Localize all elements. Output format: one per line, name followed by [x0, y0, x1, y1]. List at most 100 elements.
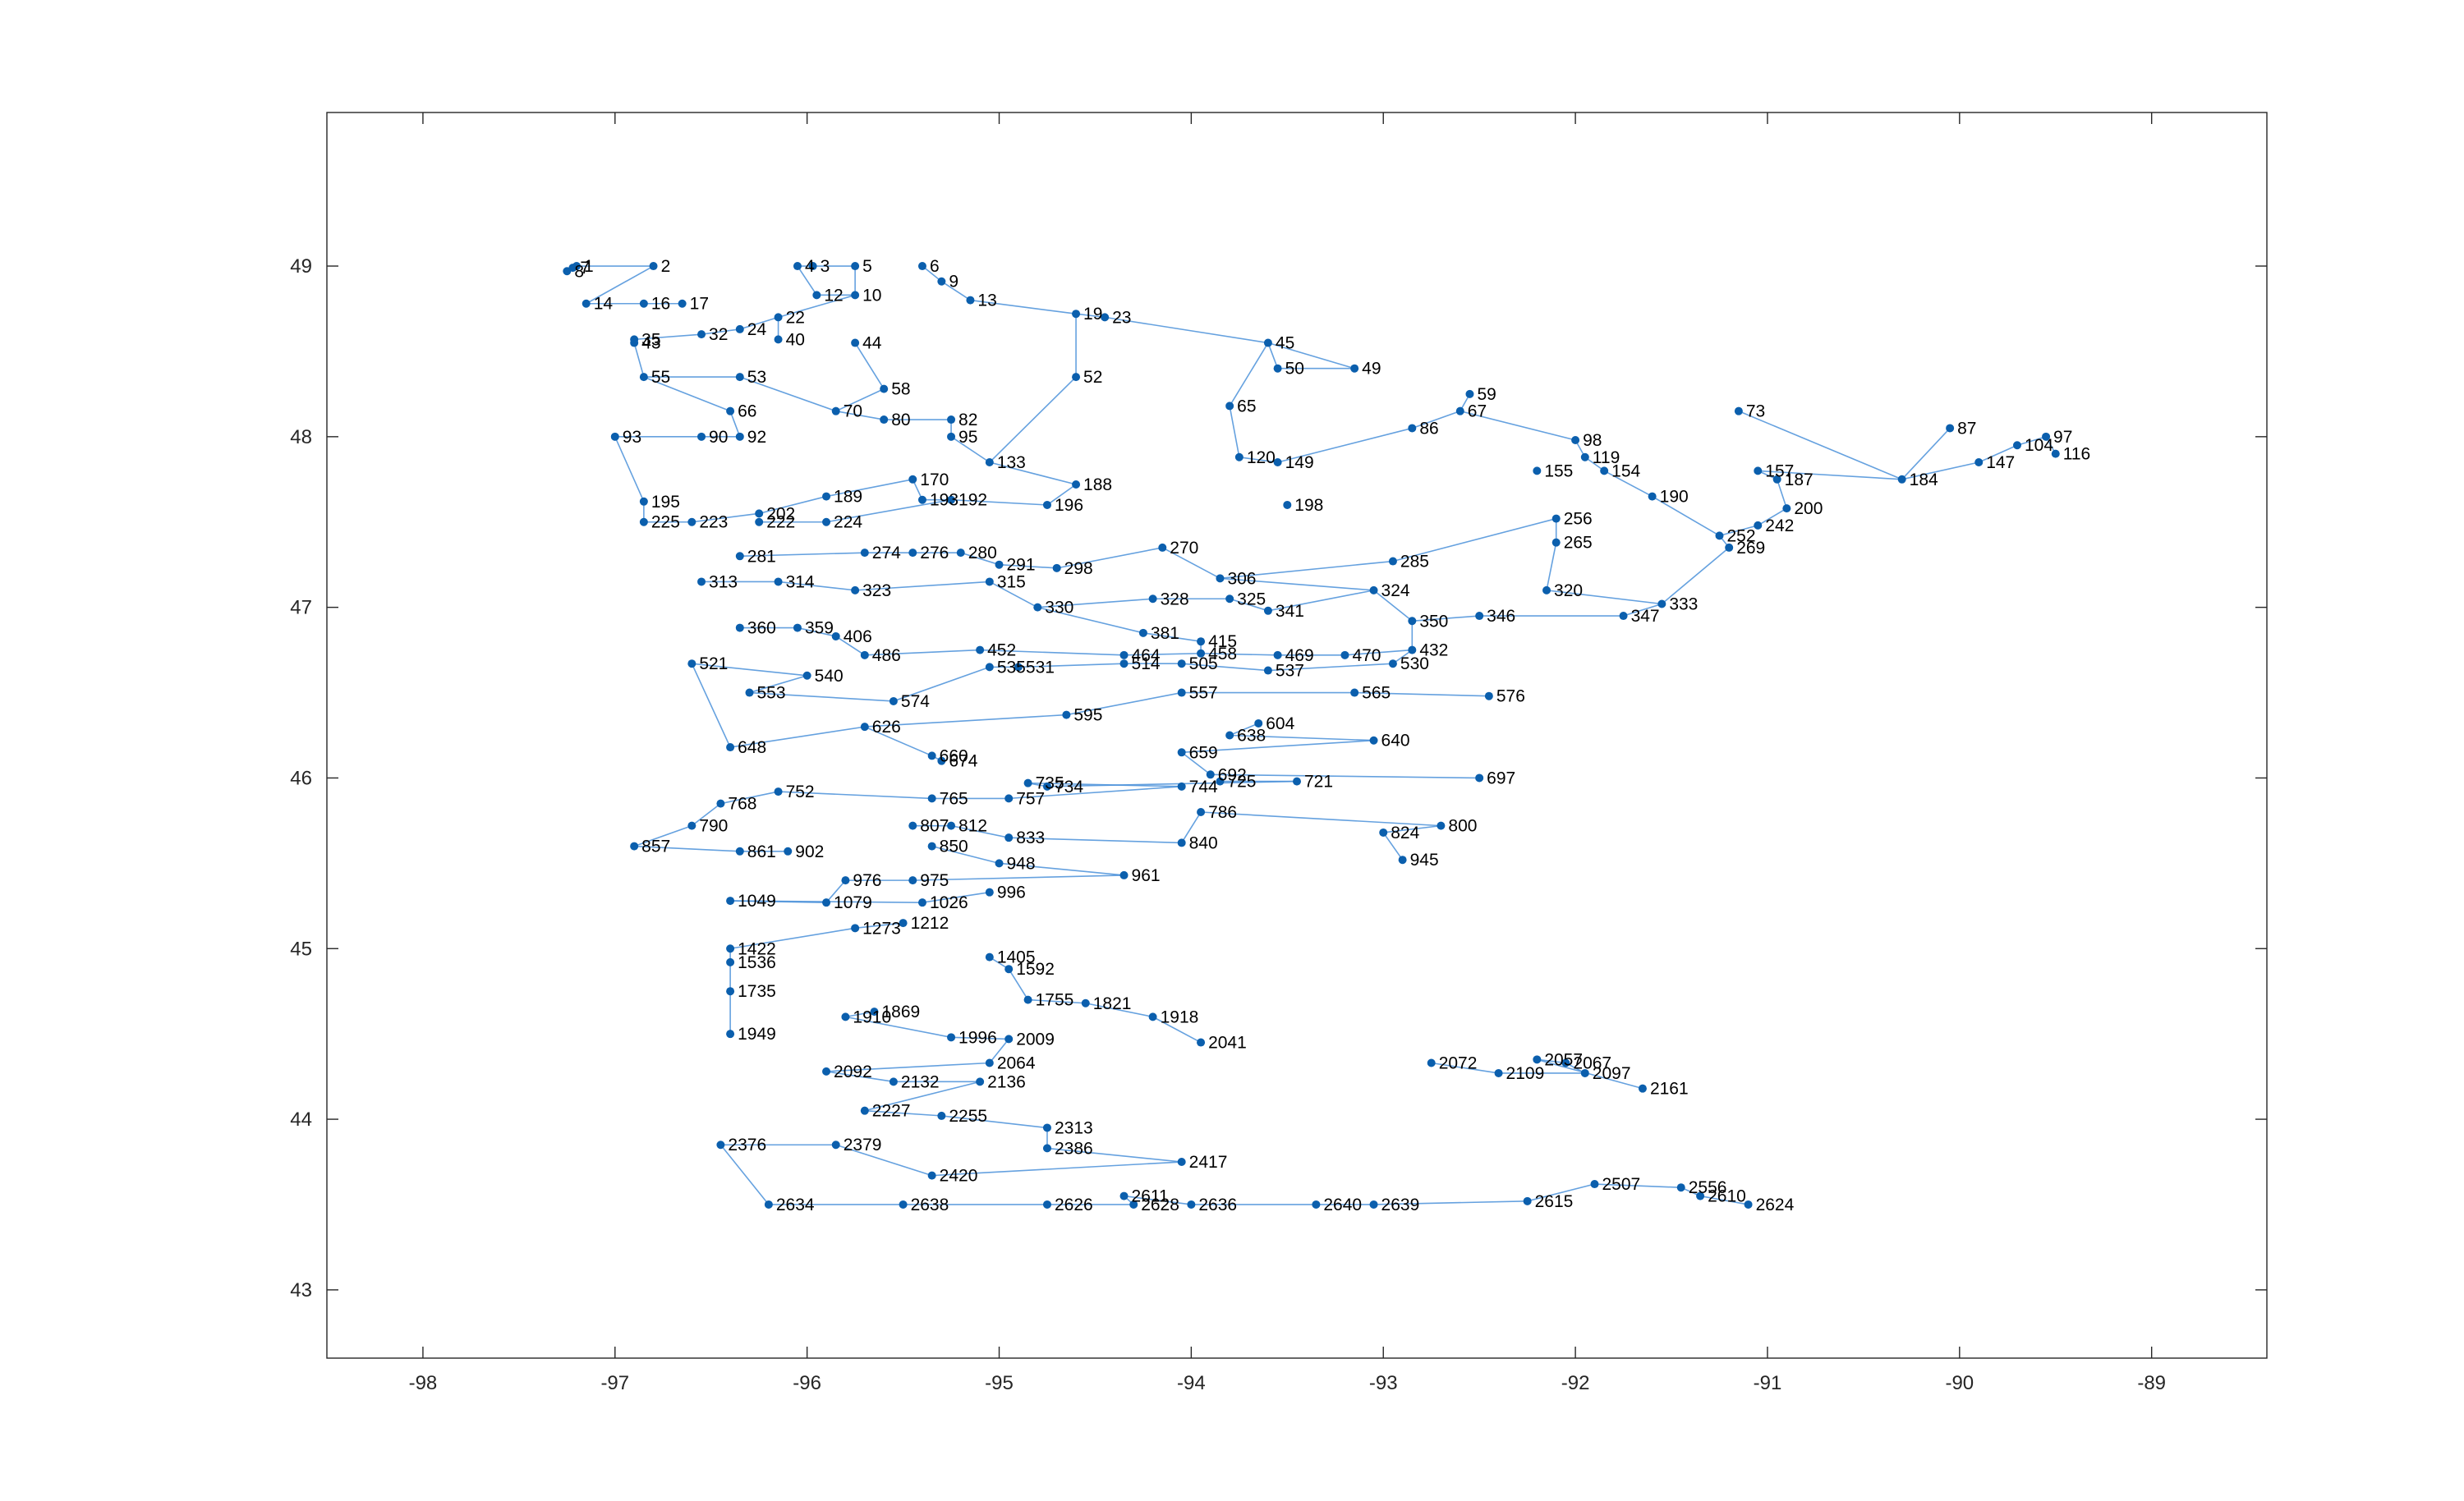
- node-786: [1197, 808, 1206, 817]
- edge-648-521: [691, 663, 731, 748]
- node-198: [1283, 500, 1292, 509]
- node-label-576: 576: [1496, 687, 1525, 706]
- node-label-1755: 1755: [1036, 991, 1074, 1010]
- edge-2092-2132: [825, 1071, 894, 1083]
- node-label-193: 193: [930, 491, 958, 510]
- node-label-341: 341: [1276, 602, 1304, 621]
- node-label-13: 13: [977, 291, 996, 310]
- node-553: [745, 688, 754, 697]
- node-label-469: 469: [1285, 646, 1314, 665]
- x-tick-label: -94: [1177, 1372, 1206, 1394]
- edge-306-285: [1220, 560, 1394, 580]
- edge-565-576: [1354, 691, 1489, 697]
- node-406: [831, 631, 840, 640]
- node-label-189: 189: [834, 488, 862, 507]
- node-label-902: 902: [795, 842, 824, 861]
- node-label-1735: 1735: [738, 982, 776, 1001]
- node-1536: [726, 957, 735, 966]
- edge-45-50: [1267, 342, 1279, 369]
- node-2041: [1197, 1038, 1206, 1047]
- node-label-2417: 2417: [1189, 1153, 1228, 1172]
- node-626: [860, 723, 869, 732]
- node-1405: [985, 952, 994, 962]
- node-19: [1072, 310, 1081, 319]
- node-306: [1216, 574, 1225, 583]
- node-label-40: 40: [786, 330, 805, 349]
- node-label-190: 190: [1660, 488, 1689, 507]
- node-269: [1725, 543, 1734, 552]
- edge-2386-2417: [1046, 1147, 1182, 1163]
- node-2610: [1696, 1191, 1705, 1200]
- node-721: [1293, 777, 1301, 786]
- node-label-59: 59: [1477, 385, 1496, 404]
- node-label-2136: 2136: [987, 1072, 1026, 1091]
- edge-281-274: [739, 552, 865, 558]
- node-1755: [1023, 995, 1032, 1004]
- edge-9-13: [940, 281, 971, 301]
- node-323: [851, 585, 860, 594]
- edge-604-638: [1229, 723, 1259, 737]
- edge-812-833: [950, 824, 1009, 838]
- node-73: [1734, 406, 1743, 415]
- node-label-638: 638: [1237, 727, 1266, 746]
- x-tick-label: -90: [1945, 1372, 1974, 1394]
- node-label-202: 202: [766, 504, 795, 523]
- edge-324-306: [1220, 577, 1374, 591]
- node-label-3: 3: [821, 257, 830, 276]
- node-label-996: 996: [997, 884, 1026, 902]
- node-90: [697, 432, 706, 441]
- node-224: [822, 517, 831, 526]
- edge-242-200: [1757, 507, 1787, 526]
- edge-333-269: [1661, 547, 1730, 605]
- edge-93-195: [614, 436, 645, 503]
- node-10: [851, 291, 860, 300]
- node-1735: [726, 987, 735, 996]
- node-label-280: 280: [968, 544, 997, 562]
- node-label-315: 315: [997, 572, 1026, 591]
- x-tick-label: -96: [793, 1372, 821, 1394]
- node-label-80: 80: [891, 411, 910, 429]
- node-label-1949: 1949: [738, 1025, 776, 1044]
- node-540: [802, 671, 811, 680]
- node-66: [726, 406, 735, 415]
- edge-1918-2041: [1152, 1016, 1202, 1044]
- node-label-149: 149: [1285, 453, 1314, 472]
- node-2376: [716, 1141, 725, 1150]
- edge-154-190: [1603, 470, 1653, 498]
- node-119: [1580, 452, 1589, 461]
- node-label-2009: 2009: [1016, 1030, 1055, 1049]
- node-label-333: 333: [1669, 594, 1698, 613]
- node-label-1273: 1273: [862, 919, 901, 938]
- edge-359-406: [797, 627, 836, 637]
- node-label-22: 22: [786, 308, 805, 327]
- node-521: [687, 659, 696, 668]
- node-347: [1619, 612, 1628, 621]
- node-label-432: 432: [1419, 641, 1448, 660]
- node-label-470: 470: [1352, 646, 1381, 665]
- node-label-553: 553: [756, 684, 785, 703]
- node-800: [1437, 821, 1446, 830]
- edge-744-757: [1009, 786, 1182, 800]
- node-752: [774, 787, 783, 796]
- y-tick-label: 43: [290, 1279, 312, 1301]
- node-label-97: 97: [2053, 428, 2072, 447]
- edge-2072-2109: [1431, 1062, 1499, 1074]
- node-label-565: 565: [1362, 684, 1391, 703]
- node-535: [985, 663, 994, 672]
- node-274: [860, 549, 869, 558]
- node-40: [774, 335, 783, 344]
- node-225: [639, 517, 648, 526]
- node-label-2628: 2628: [1141, 1196, 1179, 1214]
- node-812: [947, 821, 956, 830]
- node-58: [880, 384, 889, 393]
- node-202: [755, 509, 764, 518]
- node-557: [1177, 688, 1186, 697]
- node-190: [1648, 492, 1657, 501]
- node-label-1049: 1049: [738, 892, 776, 911]
- node-196: [1042, 500, 1051, 509]
- node-1273: [851, 924, 860, 933]
- node-200: [1782, 504, 1791, 513]
- edges-layer: [566, 265, 2057, 1205]
- edge-53-70: [739, 376, 837, 412]
